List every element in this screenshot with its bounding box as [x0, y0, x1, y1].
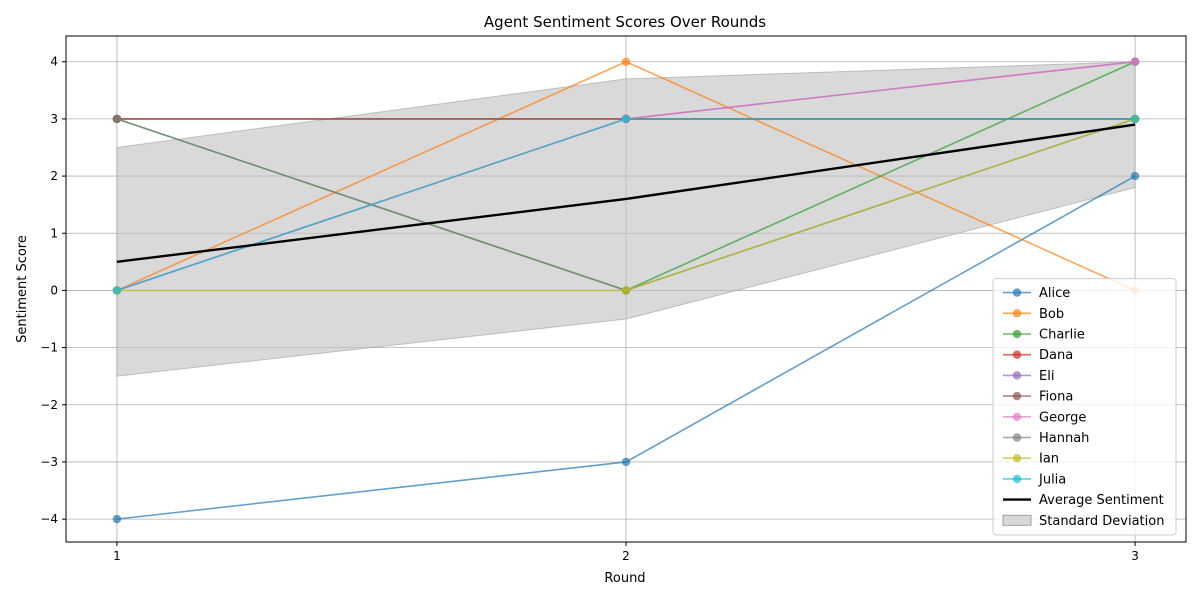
average-sentiment-line	[116, 123, 1136, 264]
data-point-julia	[621, 114, 631, 124]
y-tick-label: 0	[50, 283, 58, 297]
average-line-layer	[116, 123, 1136, 264]
chart-title: Agent Sentiment Scores Over Rounds	[484, 13, 766, 31]
x-tick-label: 2	[622, 549, 630, 563]
y-tick-label: 1	[50, 226, 58, 240]
legend-swatch-marker-george	[1012, 412, 1022, 421]
x-ticks: 1 2 3	[113, 542, 1139, 563]
x-tick-label: 1	[113, 549, 121, 563]
y-tick-label: −4	[40, 512, 58, 526]
data-point-alice	[112, 514, 122, 524]
legend-label-hannah: Hannah	[1039, 431, 1089, 446]
legend-swatch-band	[1002, 514, 1032, 526]
legend-box	[992, 278, 1177, 536]
y-tick-label: −3	[40, 455, 58, 469]
data-point-george	[1130, 57, 1140, 66]
series-layer	[112, 57, 1140, 524]
legend-label-average-sentiment: Average Sentiment	[1039, 493, 1164, 508]
x-axis-title: Round	[604, 571, 645, 586]
y-tick-label: −1	[40, 341, 58, 355]
legend-swatch-marker-hannah	[1012, 433, 1022, 442]
legend-label-eli: Eli	[1039, 369, 1054, 384]
std-deviation-band-layer	[116, 61, 1136, 377]
legend-label-fiona: Fiona	[1039, 390, 1073, 405]
legend-label-bob: Bob	[1039, 307, 1064, 322]
legend-label-george: George	[1039, 410, 1086, 425]
data-point-julia	[112, 286, 122, 295]
y-ticks: −4 −3 −2 −1 0 1 2 3 4	[40, 55, 66, 526]
data-point-alice	[1130, 171, 1140, 181]
legend-label-alice: Alice	[1039, 286, 1070, 301]
legend-label-standard-deviation: Standard Deviation	[1039, 514, 1164, 529]
legend-label-dana: Dana	[1039, 348, 1073, 363]
legend-swatch-marker-ian	[1012, 454, 1022, 463]
y-axis-title: Sentiment Score	[15, 235, 30, 343]
y-tick-label: 4	[50, 55, 58, 69]
data-point-julia	[1130, 114, 1140, 124]
legend: Alice Bob Charlie Dana Eli Fiona George Hannah I…	[992, 278, 1177, 536]
data-point-hannah	[112, 114, 122, 124]
y-tick-label: 3	[50, 112, 58, 126]
data-point-alice	[621, 457, 631, 467]
legend-swatch-marker-dana	[1012, 350, 1022, 359]
legend-swatch-marker-charlie	[1012, 329, 1022, 339]
std-deviation-band	[116, 61, 1136, 377]
y-tick-label: 2	[50, 169, 58, 183]
legend-swatch-marker-bob	[1012, 309, 1022, 318]
legend-label-julia: Julia	[1038, 472, 1066, 487]
legend-swatch-marker-eli	[1012, 371, 1022, 380]
legend-label-charlie: Charlie	[1039, 328, 1085, 343]
legend-label-ian: Ian	[1039, 452, 1059, 467]
legend-swatch-marker-alice	[1012, 288, 1022, 297]
data-point-ian	[621, 286, 631, 295]
x-tick-label: 3	[1131, 549, 1139, 563]
data-point-bob	[621, 57, 631, 66]
legend-swatch-marker-fiona	[1012, 391, 1022, 401]
y-tick-label: −2	[40, 398, 58, 412]
legend-swatch-marker-julia	[1012, 474, 1022, 484]
